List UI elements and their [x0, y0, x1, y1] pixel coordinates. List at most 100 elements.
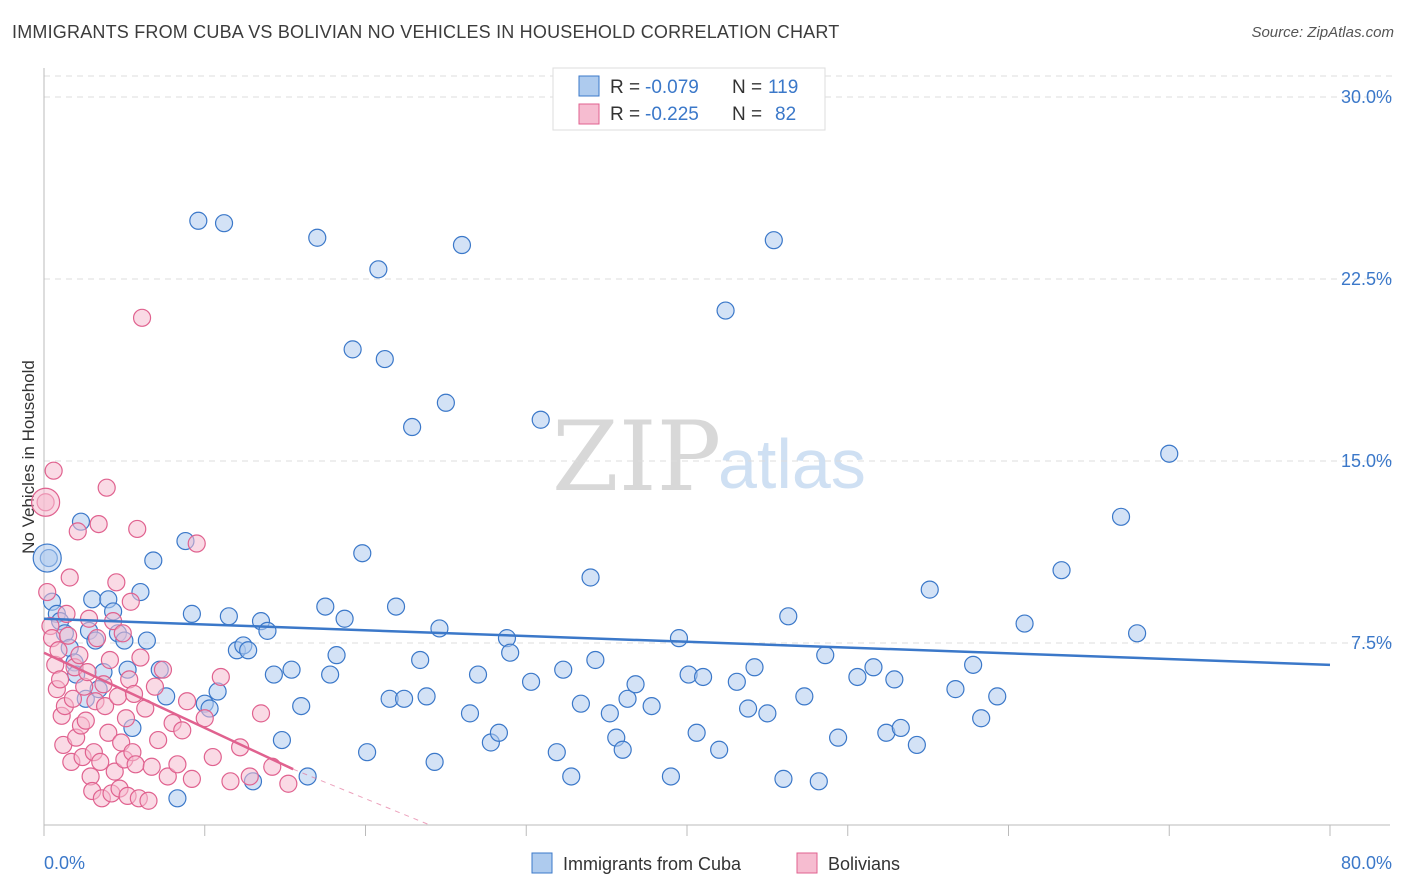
y-tick-labels: 7.5% 15.0% 22.5% 30.0%: [1341, 87, 1392, 653]
data-point: [864, 658, 883, 677]
data-point: [57, 604, 76, 623]
data-point: [132, 308, 152, 327]
data-point: [571, 694, 591, 713]
y-tick-label: 15.0%: [1341, 451, 1392, 471]
trend-lines: [43, 617, 1331, 826]
data-point: [411, 650, 430, 670]
data-point: [211, 667, 230, 687]
data-point: [1111, 507, 1131, 526]
data-point: [774, 769, 793, 788]
stats-r-label-1: R =: [610, 77, 640, 98]
trend-line-cuba: [43, 617, 1331, 667]
data-point: [264, 665, 283, 684]
data-point: [521, 672, 541, 691]
data-point: [251, 704, 271, 723]
data-point: [60, 568, 79, 587]
data-point: [501, 643, 520, 662]
data-point: [239, 641, 258, 660]
data-point: [716, 301, 735, 320]
data-point: [139, 791, 158, 810]
data-point: [920, 580, 939, 599]
data-point: [1015, 614, 1034, 633]
data-point: [436, 393, 455, 412]
data-point: [1127, 624, 1147, 643]
data-point: [964, 655, 983, 674]
data-point: [105, 762, 124, 781]
x-tick-marks: [43, 825, 1331, 836]
data-point: [727, 672, 746, 691]
data-point: [100, 650, 120, 670]
data-point-large: [31, 487, 61, 517]
data-point: [430, 619, 449, 638]
data-point: [219, 607, 238, 626]
data-point: [547, 743, 566, 762]
data-point: [279, 774, 298, 793]
data-point: [282, 660, 301, 679]
data-point: [177, 692, 197, 711]
data-point: [99, 723, 118, 742]
data-point: [321, 665, 340, 684]
data-point-large: [32, 543, 62, 573]
data-point: [745, 658, 764, 677]
data-point: [335, 609, 354, 628]
x-tick-label-min: 0.0%: [44, 853, 85, 873]
gridlines: [44, 75, 1392, 644]
data-point: [308, 228, 327, 247]
data-point: [988, 687, 1007, 706]
series-bolivians: [31, 308, 298, 810]
data-point: [44, 461, 63, 480]
stats-swatch-blue: [578, 75, 600, 97]
data-point: [353, 544, 372, 563]
data-point: [358, 743, 377, 762]
stats-r-value-1: -0.079: [645, 77, 699, 98]
data-point: [600, 704, 619, 723]
data-point: [263, 757, 282, 776]
data-point: [158, 767, 177, 786]
data-point: [107, 573, 126, 592]
data-point: [848, 667, 867, 687]
data-point: [885, 670, 904, 689]
data-point: [581, 568, 600, 587]
data-point: [168, 789, 187, 808]
watermark-atlas: atlas: [718, 425, 866, 503]
data-point: [221, 772, 240, 791]
data-point: [97, 478, 116, 497]
legend-label-bolivians: Bolivians: [828, 854, 900, 874]
data-point: [375, 349, 394, 369]
data-point: [642, 696, 661, 716]
data-point: [394, 689, 414, 708]
data-point: [87, 629, 107, 648]
data-point: [554, 660, 573, 679]
data-point: [738, 699, 758, 718]
y-axis-label: No Vehicles in Household: [19, 360, 38, 554]
stats-n-value-2: 82: [775, 104, 796, 125]
stats-n-value-1: 119: [768, 77, 798, 98]
legend-label-cuba: Immigrants from Cuba: [563, 854, 742, 874]
data-point: [144, 551, 163, 570]
data-point: [343, 340, 362, 359]
data-point: [795, 687, 814, 706]
data-point: [68, 522, 87, 541]
data-point: [327, 646, 346, 665]
data-point: [258, 621, 277, 640]
trend-line-bolivians-extension: [292, 768, 430, 826]
data-point: [693, 667, 713, 687]
y-tick-label: 7.5%: [1351, 633, 1392, 653]
data-point: [764, 231, 783, 250]
stats-r-value-2: -0.225: [645, 104, 699, 125]
data-point: [907, 735, 926, 755]
data-point: [626, 675, 645, 694]
data-point: [113, 624, 132, 643]
data-point: [292, 696, 311, 716]
data-point: [128, 519, 147, 539]
data-point: [121, 592, 140, 611]
stats-swatch-pink: [578, 103, 600, 125]
trend-line-bolivians: [43, 651, 294, 771]
data-point: [149, 730, 168, 750]
data-point: [70, 646, 89, 665]
data-point: [50, 670, 70, 689]
data-point: [116, 709, 136, 728]
data-point: [137, 631, 156, 650]
data-point: [687, 723, 706, 742]
data-point: [425, 752, 444, 772]
